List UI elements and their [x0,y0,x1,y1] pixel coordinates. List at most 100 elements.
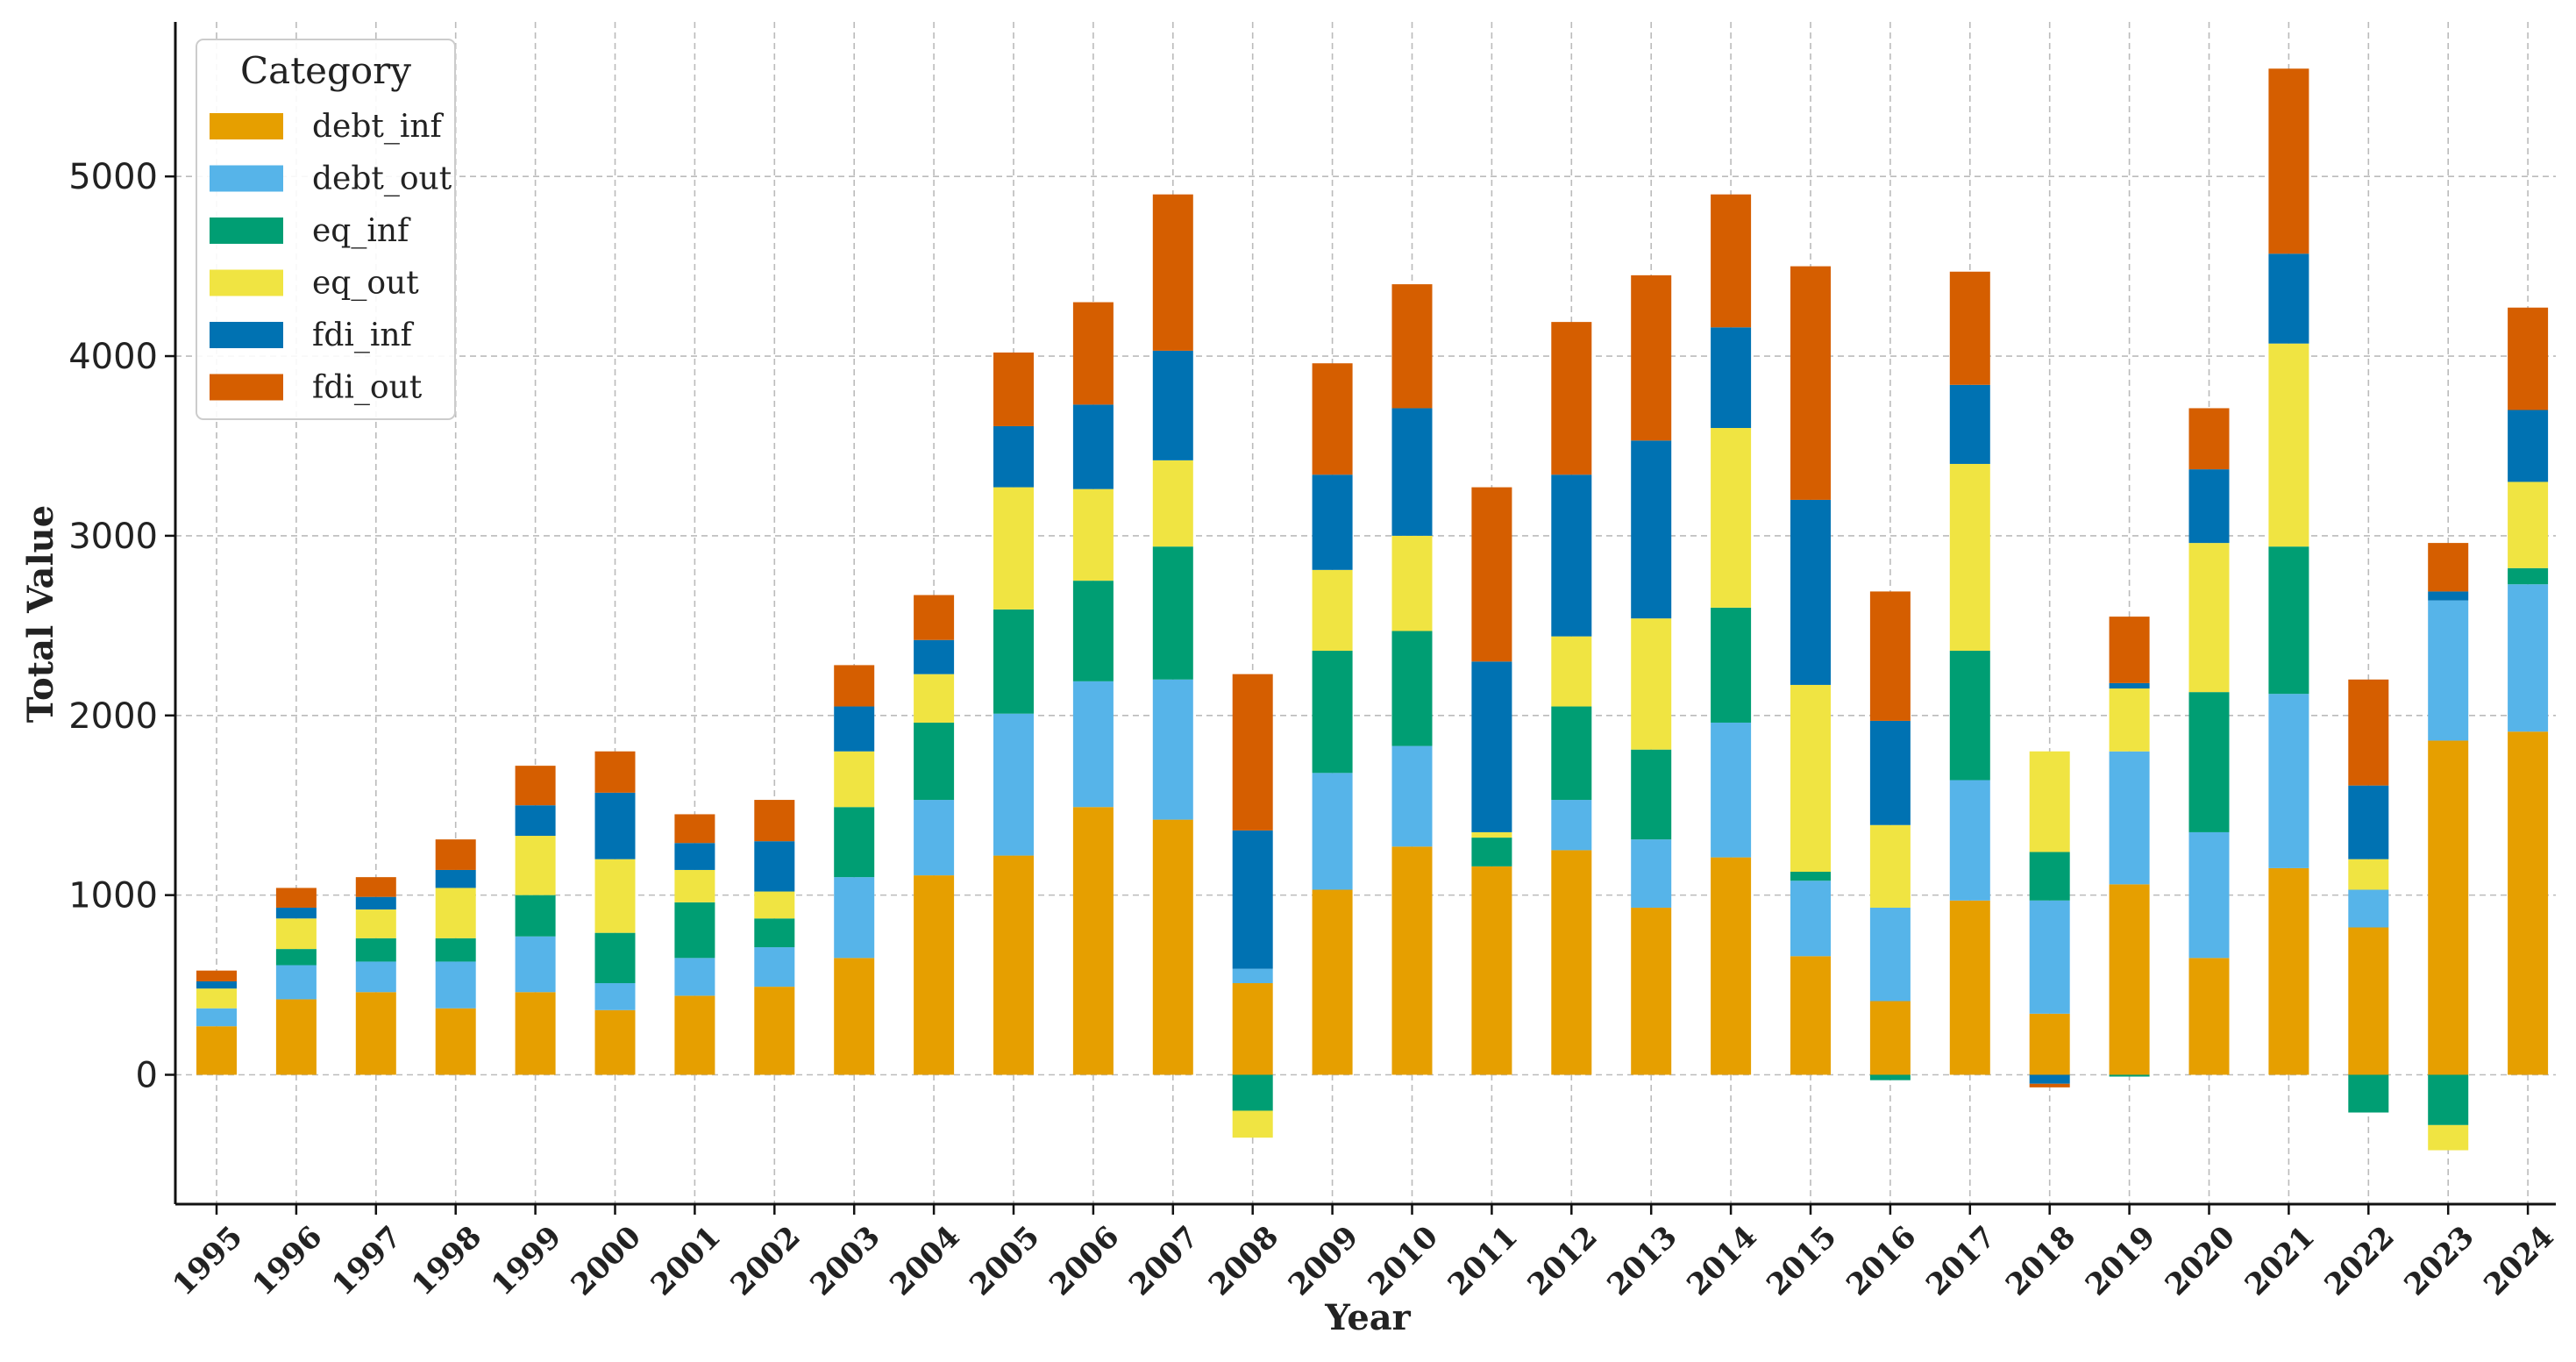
bar-segment-debt_inf [754,987,795,1075]
bar-segment-eq_out [2268,343,2309,547]
legend-swatch-debt_out [210,165,283,192]
bar-segment-debt_out [275,965,317,1000]
bar-segment-fdi_inf [1790,499,1831,685]
bar-segment-eq_out [2508,481,2549,568]
bar-segment-eq_inf [2109,1074,2150,1077]
bar-segment-eq_inf [1072,581,1114,681]
bar-segment-eq_inf [674,902,715,959]
x-tick-label: 2005 [963,1219,1046,1302]
bar-segment-eq_out [1391,535,1433,631]
bar-segment-fdi_out [2268,68,2309,254]
bar-segment-fdi_out [196,970,237,981]
bar-segment-eq_out [2428,1124,2469,1151]
x-tick-label: 2004 [883,1219,966,1302]
bar-segment-debt_out [2508,584,2549,732]
legend-label-debt_inf: debt_inf [312,109,445,145]
bar-segment-fdi_inf [1391,408,1433,536]
bar-segment-fdi_out [754,800,795,842]
legend-label-eq_inf: eq_inf [312,213,411,249]
bar-segment-eq_out [2188,543,2230,693]
bar-segment-eq_out [993,487,1034,610]
bar-segment-debt_out [914,800,955,876]
x-tick-label: 2013 [1601,1219,1684,1302]
bar-segment-fdi_out [515,766,556,806]
bar-segment-eq_out [2029,751,2070,852]
bar-segment-debt_out [1869,907,1911,1002]
bar-segment-debt_inf [1152,819,1193,1075]
bar-segment-debt_out [1551,800,1592,851]
bar-segment-fdi_out [993,352,1034,426]
bar-segment-fdi_out [914,595,955,640]
bar-segment-debt_out [1631,839,1672,908]
x-tick-label: 1997 [325,1219,409,1302]
bar-segment-eq_out [275,918,317,950]
bar-segment-debt_inf [993,855,1034,1075]
bar-segment-eq_out [1471,831,1512,838]
bar-segment-fdi_out [355,877,396,897]
bar-segment-debt_out [2109,751,2150,885]
bar-segment-eq_inf [1152,546,1193,680]
bar-segment-fdi_inf [2268,253,2309,344]
bar-segment-debt_inf [2428,740,2469,1075]
bar-segment-debt_out [594,983,636,1010]
bar-segment-eq_inf [1631,749,1672,840]
bar-segment-eq_inf [435,938,476,962]
bar-segment-fdi_inf [1551,474,1592,637]
bar-segment-debt_inf [1949,900,1990,1075]
bar-segment-fdi_inf [2029,1074,2070,1084]
bar-segment-debt_out [1232,968,1273,984]
bar-segment-eq_inf [1312,651,1353,774]
bar-segment-fdi_out [1232,674,1273,831]
y-tick-label: 0 [136,1055,158,1095]
bar-segment-debt_inf [2188,958,2230,1075]
bar-segment-eq_inf [1711,607,1752,723]
bar-segment-eq_inf [1471,838,1512,866]
bar-segment-eq_inf [2029,852,2070,901]
bar-segment-fdi_out [1391,284,1433,409]
bar-segment-fdi_out [1072,302,1114,405]
bar-segment-eq_inf [1949,651,1990,781]
y-ticks: 0 1000 2000 3000 4000 5000 [68,157,175,1095]
x-tick-label: 2001 [644,1219,728,1302]
x-tick-label: 2016 [1839,1219,1923,1302]
bar-segment-eq_inf [2508,567,2549,585]
x-tick-label: 2000 [565,1219,648,1302]
x-tick-label: 2022 [2318,1219,2402,1302]
x-tick-label: 2014 [1680,1219,1763,1302]
x-ticks: 1995199619971998199920002001200220032004… [166,1204,2561,1303]
bar-segment-eq_inf [2268,546,2309,695]
bar-segment-eq_out [435,888,476,938]
bar-segment-fdi_out [275,888,317,908]
x-tick-label: 2019 [2079,1219,2162,1302]
bar-segment-eq_inf [1391,631,1433,746]
bar-segment-fdi_inf [1869,720,1911,825]
bar-segment-fdi_inf [1312,474,1353,570]
bar-segment-eq_out [1631,618,1672,750]
y-tick-label: 2000 [68,696,158,737]
bar-segment-debt_out [1790,881,1831,957]
bar-segment-fdi_out [1790,266,1831,500]
bar-segment-eq_out [196,988,237,1009]
bar-segment-debt_out [1949,780,1990,901]
bar-segment-fdi_out [2428,543,2469,592]
legend-swatch-eq_out [210,269,283,296]
bar-segment-eq_inf [515,895,556,937]
bar-segment-eq_out [1711,427,1752,608]
bar-segment-eq_out [1072,488,1114,581]
bar-segment-debt_out [674,958,715,996]
bar-segment-fdi_out [1949,271,1990,385]
legend-label-fdi_out: fdi_out [312,370,423,406]
bar-segment-fdi_inf [435,869,476,888]
bar-segment-debt_inf [1471,866,1512,1075]
x-tick-label: 2007 [1122,1219,1206,1302]
legend-label-eq_out: eq_out [312,266,419,302]
x-tick-label: 2009 [1282,1219,1365,1302]
legend-swatch-fdi_inf [210,322,283,348]
bar-segment-debt_out [2188,831,2230,959]
bar-segment-fdi_out [2109,617,2150,683]
y-tick-label: 1000 [68,876,158,916]
bar-segment-debt_out [754,947,795,988]
legend-swatch-debt_inf [210,113,283,139]
bar-segment-debt_out [2029,900,2070,1014]
